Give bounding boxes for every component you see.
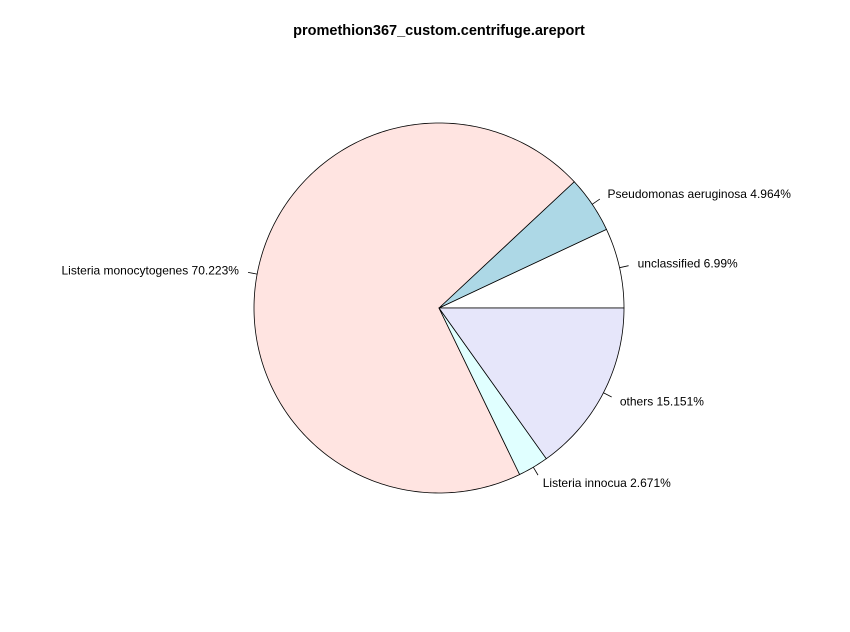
leader-line-pseudomonas-aeruginosa	[591, 198, 601, 205]
leader-line-others	[603, 392, 612, 398]
slice-label-listeria-monocytogenes: Listeria monocytogenes 70.223%	[61, 264, 239, 278]
slice-label-pseudomonas-aeruginosa: Pseudomonas aeruginosa 4.964%	[608, 187, 792, 201]
pie-slice-listeria-monocytogenes	[253, 122, 575, 494]
pie-slice-others	[438, 307, 625, 460]
leader-line-listeria-innocua	[532, 466, 539, 476]
slice-label-others: others 15.151%	[620, 394, 704, 408]
pie-leader-lines	[247, 198, 629, 476]
leader-line-unclassified	[619, 265, 629, 269]
pie-labels: unclassified 6.99% Pseudomonas aeruginosa…	[61, 187, 791, 490]
chart-title: promethion367_custom.centrifuge.areport	[293, 23, 585, 39]
slice-label-unclassified: unclassified 6.99%	[638, 257, 738, 271]
leader-line-listeria-monocytogenes	[247, 271, 258, 275]
pie-slices	[253, 122, 625, 494]
slice-label-listeria-innocua: Listeria innocua 2.671%	[543, 476, 671, 490]
